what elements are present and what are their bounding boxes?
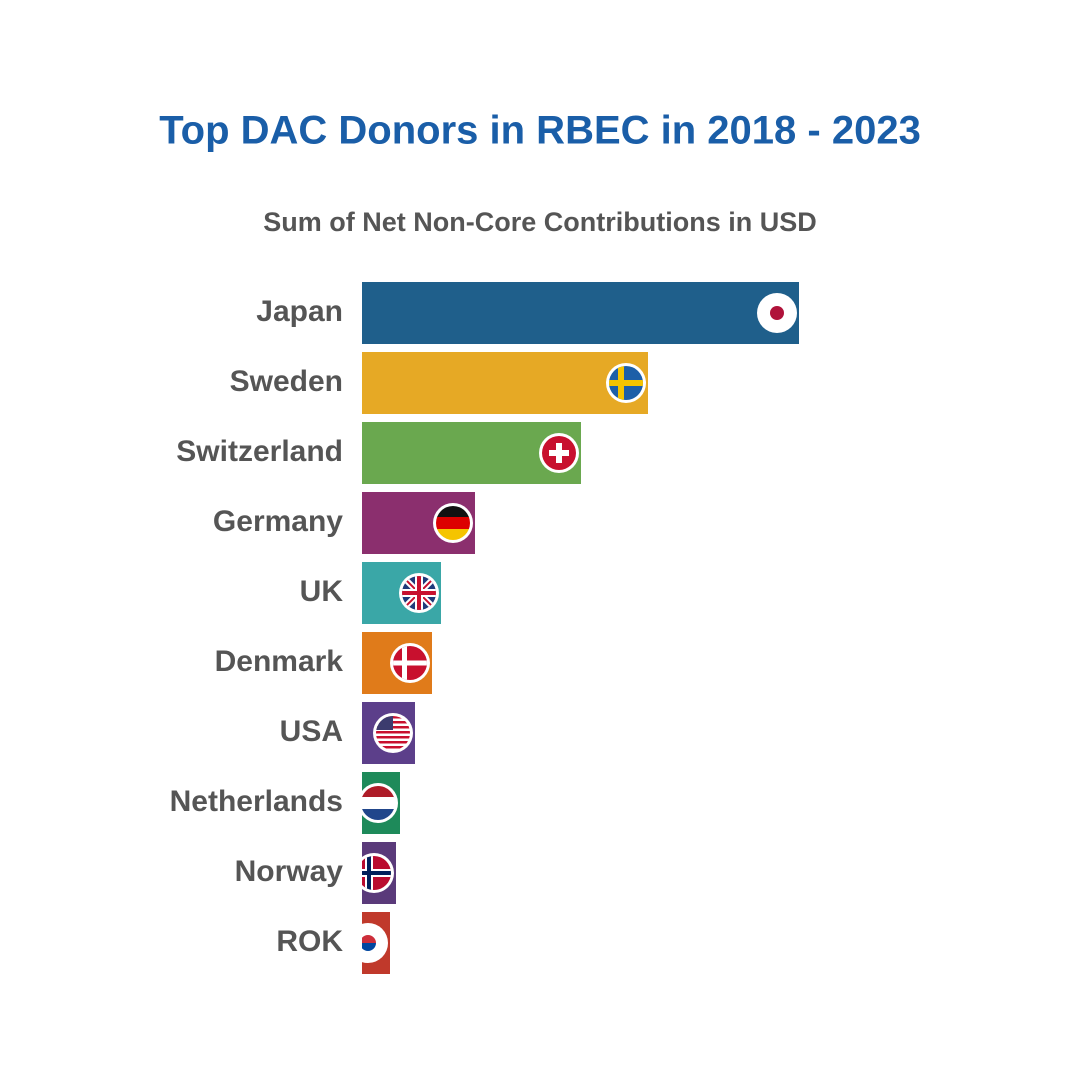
flag-icon bbox=[757, 293, 797, 333]
bar bbox=[362, 282, 799, 344]
y-tick-label: Norway bbox=[235, 855, 344, 888]
flag-icon bbox=[539, 433, 579, 473]
chart-subtitle: Sum of Net Non-Core Contributions in USD bbox=[263, 207, 816, 237]
y-tick-label: ROK bbox=[276, 925, 343, 958]
y-tick-label: Sweden bbox=[230, 365, 343, 398]
flag-icon bbox=[362, 923, 388, 963]
flag-icon bbox=[362, 783, 398, 823]
y-tick-label: Denmark bbox=[215, 645, 344, 678]
bar bbox=[362, 352, 648, 414]
y-tick-label: Netherlands bbox=[170, 785, 343, 818]
y-tick-label: Germany bbox=[213, 505, 343, 538]
flag-icon bbox=[373, 713, 413, 753]
y-tick-label: USA bbox=[280, 715, 343, 748]
flag-icon bbox=[606, 363, 646, 403]
y-tick-label: UK bbox=[300, 575, 344, 608]
chart-title: Top DAC Donors in RBEC in 2018 - 2023 bbox=[159, 109, 921, 153]
flag-icon bbox=[433, 503, 473, 543]
flag-icon bbox=[362, 853, 394, 893]
flag-icon bbox=[390, 643, 430, 683]
y-tick-label: Japan bbox=[256, 295, 343, 328]
y-tick-label: Switzerland bbox=[176, 435, 343, 468]
flag-icon bbox=[399, 573, 439, 613]
